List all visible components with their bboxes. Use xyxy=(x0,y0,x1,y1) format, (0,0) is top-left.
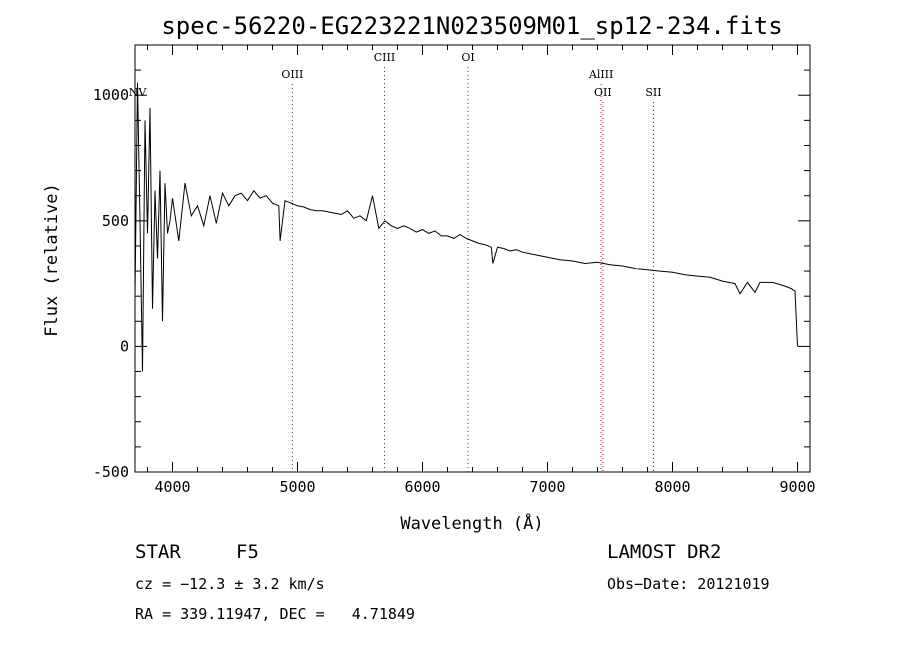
x-axis-title: Wavelength (Å) xyxy=(400,512,543,534)
axis-ticks: 4000 5000 6000 7000 8000 9000 -500 0 500 1000 xyxy=(93,45,816,496)
x-tick-label: 9000 xyxy=(779,478,815,496)
x-tick-label: 6000 xyxy=(404,478,440,496)
spectrum-chart: spec-56220-EG223221N023509M01_sp12-234.f… xyxy=(42,12,816,534)
coordinates: RA = 339.11947, DEC = 4.71849 xyxy=(135,605,415,623)
y-tick-label: 0 xyxy=(120,337,129,355)
line-marker-label: OIII xyxy=(281,68,303,81)
spectrum-line xyxy=(134,82,798,372)
x-tick-label: 7000 xyxy=(529,478,565,496)
line-marker-label: OII xyxy=(594,86,612,99)
plot-frame xyxy=(134,44,811,473)
y-tick-label: 500 xyxy=(102,212,129,230)
x-tick-label: 4000 xyxy=(154,478,190,496)
object-type: STAR xyxy=(135,541,181,563)
survey-name: LAMOST DR2 xyxy=(607,541,722,563)
y-tick-label: 1000 xyxy=(93,86,129,104)
redshift-velocity: cz = −12.3 ± 3.2 km/s xyxy=(135,575,325,593)
x-tick-label: 5000 xyxy=(279,478,315,496)
line-marker-label: AlIII xyxy=(588,68,614,81)
chart-title: spec-56220-EG223221N023509M01_sp12-234.f… xyxy=(161,12,782,40)
observation-date: Obs−Date: 20121019 xyxy=(607,575,770,593)
y-axis-title: Flux (relative) xyxy=(42,183,62,337)
line-marker-label: SII xyxy=(645,86,661,99)
line-marker-label: CIII xyxy=(374,51,395,64)
subclass: F5 xyxy=(236,541,259,563)
line-marker-label: OI xyxy=(461,51,474,64)
x-tick-label: 8000 xyxy=(654,478,690,496)
y-tick-label: -500 xyxy=(93,463,129,481)
